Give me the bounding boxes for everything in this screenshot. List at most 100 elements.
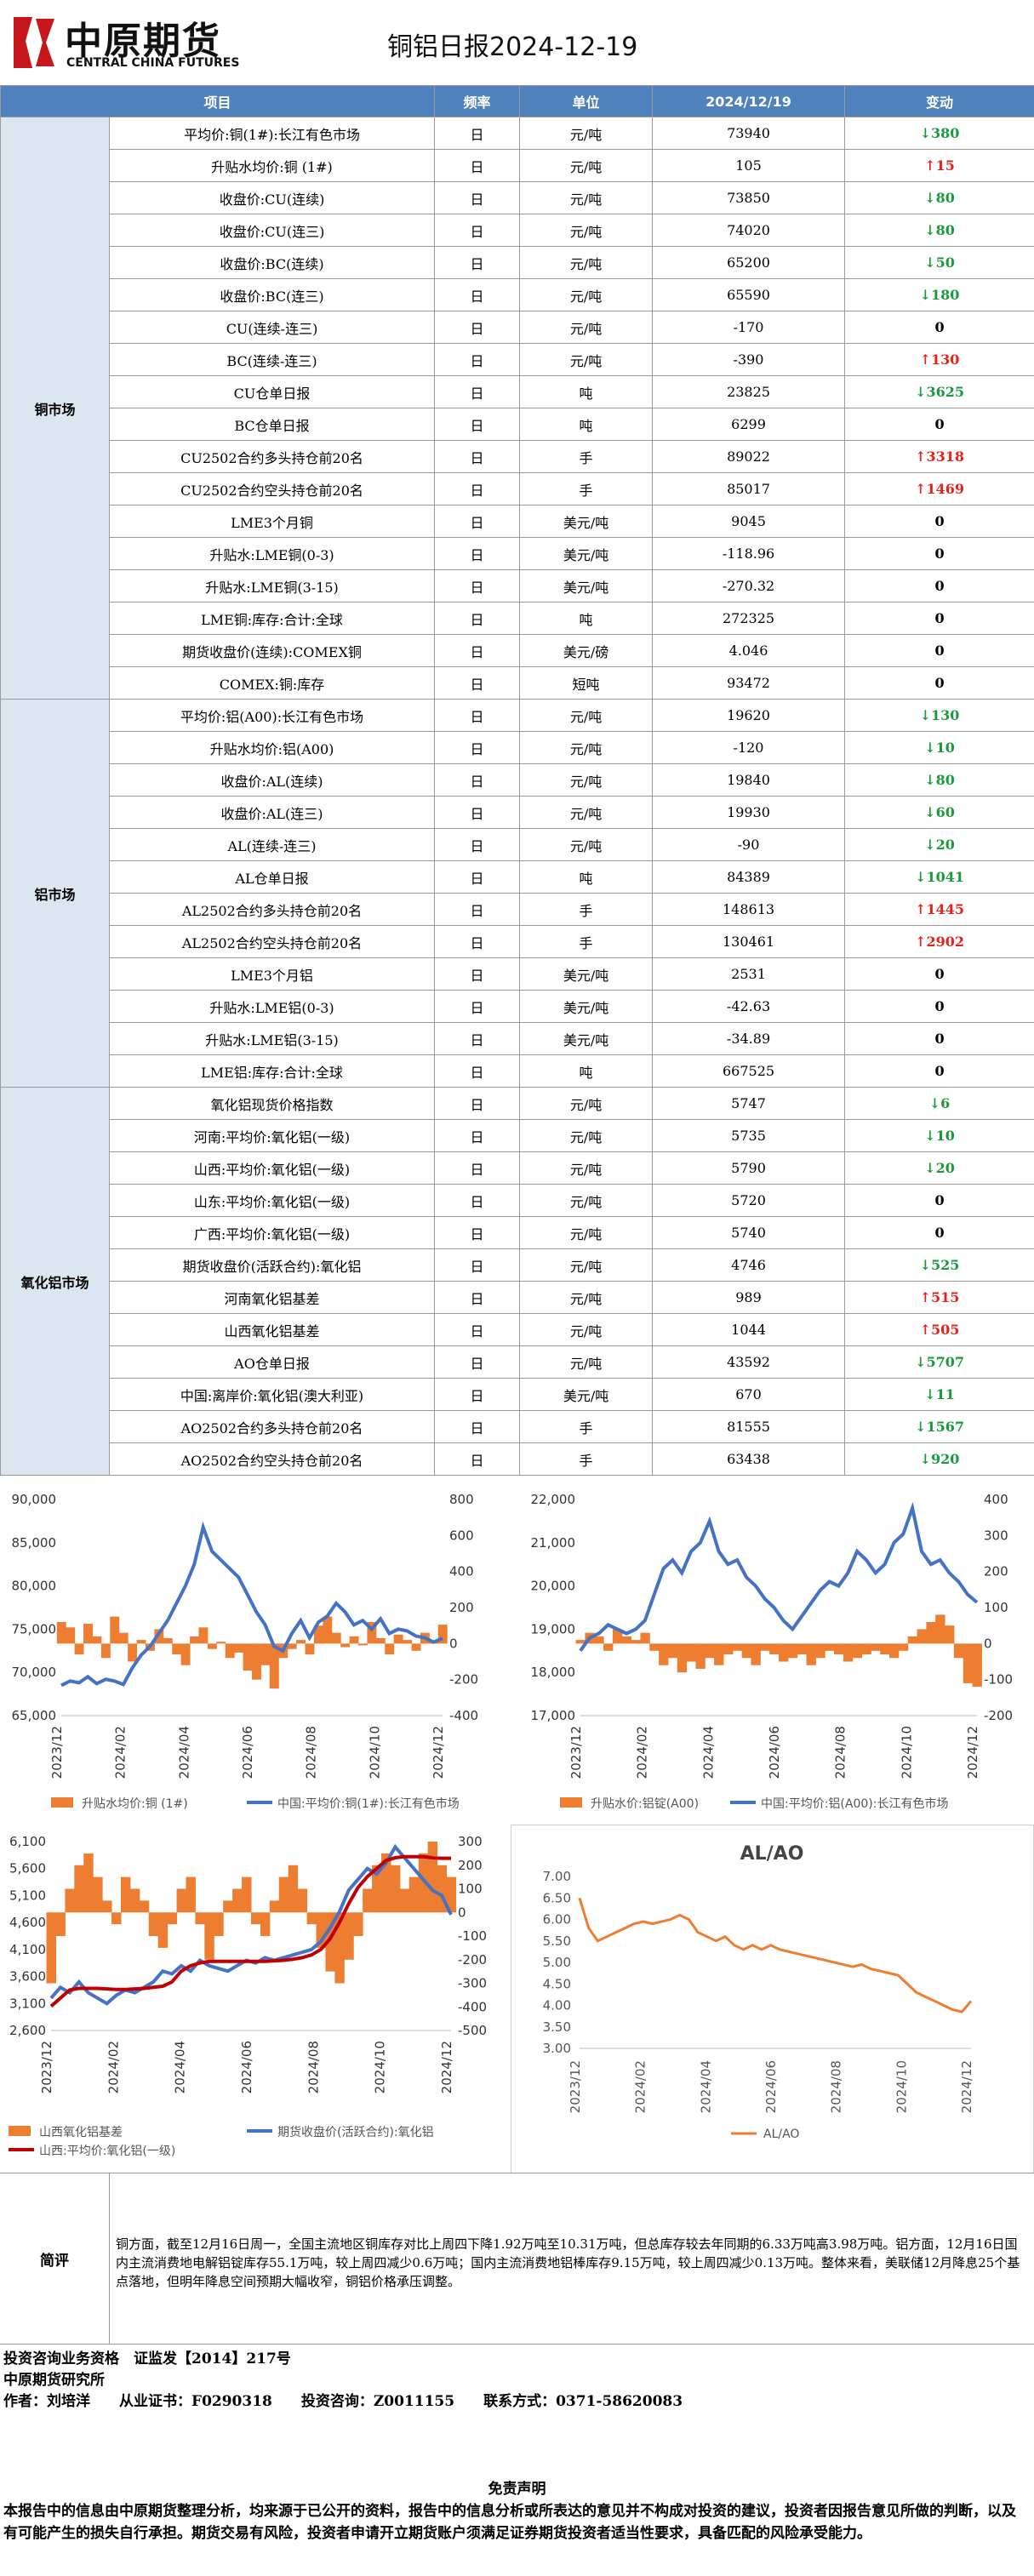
left-tick-label: 3,100 <box>9 1996 46 2011</box>
x-tick-label: 2024/02 <box>106 2041 121 2093</box>
basis-bar <box>372 1865 382 1913</box>
basis-bar <box>316 1912 326 1948</box>
basis-bar <box>340 1643 351 1648</box>
basis-bar <box>163 1637 173 1644</box>
basis-bar <box>437 1625 448 1644</box>
frequency-cell: 日 <box>434 440 521 473</box>
basis-bar <box>787 1643 798 1659</box>
change-cell: ↓50 <box>844 246 1034 279</box>
frequency-cell: 日 <box>434 990 521 1023</box>
frequency-cell: 日 <box>434 1248 521 1282</box>
frequency-cell: 日 <box>434 1119 521 1152</box>
basis-bar <box>825 1643 835 1651</box>
basis-bar <box>353 1912 363 1936</box>
legend-swatch <box>51 1797 73 1808</box>
change-cell: ↓380 <box>844 117 1034 150</box>
section-label: 铝市场 <box>0 699 110 1088</box>
value-cell: 84389 <box>652 860 846 894</box>
basis-bar <box>278 1876 289 1913</box>
change-cell: 0 <box>844 990 1034 1023</box>
change-cell: 0 <box>844 569 1034 603</box>
basis-bar <box>128 1643 138 1662</box>
value-cell: 4.046 <box>652 634 846 667</box>
market-data-table: 项目 频率 单位 2024/12/19 变动 铜市场 平均价:铜(1#):长江有色… <box>0 85 1034 1476</box>
report-footer: 投资咨询业务资格 证监发【2014】217号 中原期货研究所 作者：刘培洋 从业… <box>3 2349 683 2413</box>
legend-label: 中国:平均价:铝(A00):长江有色市场 <box>761 1796 948 1811</box>
basis-bar <box>74 1643 84 1655</box>
right-tick-label: 400 <box>984 1492 1008 1507</box>
basis-bar <box>385 1643 395 1655</box>
item-name-cell: 氧化铝现货价格指数 <box>108 1087 436 1120</box>
frequency-cell: 日 <box>434 117 521 150</box>
right-tick-label: 600 <box>449 1528 474 1543</box>
basis-bar <box>806 1643 816 1665</box>
frequency-cell: 日 <box>434 343 521 376</box>
left-tick-label: 3,600 <box>9 1969 46 1985</box>
left-tick-label: 6,100 <box>9 1834 46 1849</box>
basis-bar <box>260 1912 271 1936</box>
table-row: AL2502合约多头持仓前20名日手 148613 ↑1445 <box>1 893 1034 926</box>
change-cell: ↓5707 <box>844 1345 1034 1379</box>
item-name-cell: BC仓单日报 <box>108 408 436 441</box>
basis-bar <box>871 1643 881 1651</box>
value-cell: -170 <box>652 311 846 344</box>
change-cell: ↓130 <box>844 699 1034 732</box>
frequency-cell: 日 <box>434 1378 521 1411</box>
change-cell: ↓20 <box>844 828 1034 861</box>
value-cell: 5747 <box>652 1087 846 1120</box>
value-cell: 5790 <box>652 1151 846 1185</box>
change-cell: 0 <box>844 602 1034 635</box>
unit-cell: 元/吨 <box>519 1345 654 1379</box>
basis-bar <box>46 1912 56 1984</box>
item-name-cell: 河南氧化铝基差 <box>108 1281 436 1314</box>
right-tick-label: 300 <box>984 1528 1008 1543</box>
basis-bar <box>907 1636 918 1644</box>
frequency-cell: 日 <box>434 408 521 441</box>
frequency-cell: 日 <box>434 634 521 667</box>
basis-bar <box>621 1636 632 1644</box>
value-cell: 81555 <box>652 1410 846 1443</box>
change-cell: 0 <box>844 666 1034 700</box>
report-header: 中原期货 CENTRAL CHINA FUTURES 铜铝日报2024-12-1… <box>0 0 1034 85</box>
basis-bar <box>659 1643 669 1665</box>
unit-cell: 元/吨 <box>519 1216 654 1249</box>
unit-cell: 吨 <box>519 1054 654 1088</box>
basis-bar <box>214 1912 224 1936</box>
right-tick-label: -200 <box>984 1708 1013 1723</box>
change-cell: ↓525 <box>844 1248 1034 1282</box>
change-cell: 0 <box>844 311 1034 344</box>
basis-bar <box>741 1643 751 1659</box>
frequency-cell: 日 <box>434 181 521 214</box>
item-name-cell: 山西:平均价:氧化铝(一级) <box>108 1151 436 1185</box>
col-header-frequency: 频率 <box>434 85 521 117</box>
basis-bar <box>612 1629 623 1644</box>
basis-bar <box>83 1624 93 1644</box>
value-cell: -270.32 <box>652 569 846 603</box>
unit-cell: 元/吨 <box>519 828 654 861</box>
change-cell: 0 <box>844 505 1034 538</box>
basis-bar <box>180 1643 191 1665</box>
left-tick-label: 21,000 <box>531 1535 576 1551</box>
right-tick-label: -400 <box>449 1708 478 1723</box>
right-tick-label: -100 <box>984 1672 1013 1688</box>
unit-cell: 手 <box>519 440 654 473</box>
legend-label: AL/AO <box>763 2128 799 2141</box>
right-tick-label: -400 <box>458 1999 487 2014</box>
basis-bar <box>139 1900 150 1913</box>
x-tick-label: 2024/12 <box>965 1726 980 1779</box>
unit-cell: 吨 <box>519 408 654 441</box>
change-cell: ↑515 <box>844 1281 1034 1314</box>
x-tick-label: 2024/08 <box>833 1726 848 1779</box>
unit-cell: 元/吨 <box>519 1281 654 1314</box>
frequency-cell: 日 <box>434 1281 521 1314</box>
basis-bar <box>260 1643 271 1665</box>
author-line: 作者：刘培洋 从业证书：F0290318 投资咨询：Z0011155 联系方式：… <box>3 2393 683 2410</box>
value-cell: 670 <box>652 1378 846 1411</box>
value-cell: 2531 <box>652 957 846 991</box>
basis-bar <box>843 1643 854 1662</box>
change-cell: ↑15 <box>844 149 1034 182</box>
x-tick-label: 2024/10 <box>373 2041 388 2093</box>
basis-bar <box>157 1912 169 1948</box>
change-cell: ↓10 <box>844 1119 1034 1152</box>
basis-bar <box>223 1900 233 1913</box>
